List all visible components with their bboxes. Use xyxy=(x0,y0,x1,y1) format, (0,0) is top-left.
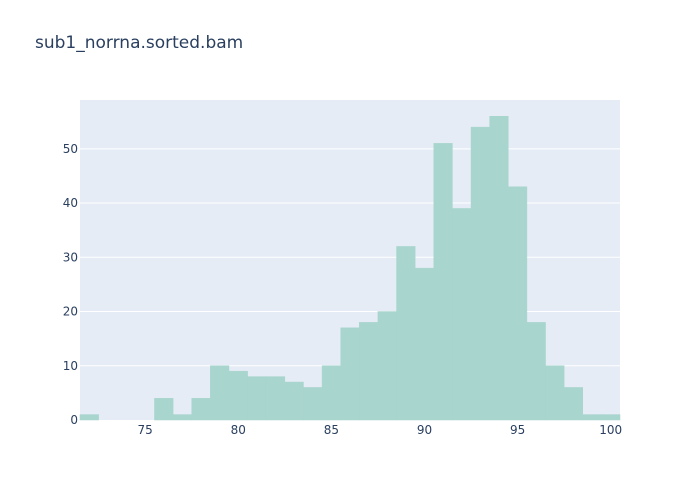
histogram-bar xyxy=(433,143,453,421)
histogram-bar xyxy=(210,365,230,421)
y-tick-label: 0 xyxy=(70,413,78,427)
histogram-bar xyxy=(377,311,397,421)
y-axis-ticks: 0 10 20 30 40 50 xyxy=(63,142,78,427)
histogram-bar xyxy=(172,414,192,421)
histogram-bar xyxy=(340,327,360,421)
y-tick-label: 10 xyxy=(63,359,78,373)
bar-series xyxy=(79,116,621,421)
histogram-bar xyxy=(414,267,435,421)
histogram-bar xyxy=(359,322,379,421)
histogram-bar xyxy=(526,322,546,421)
histogram-bar xyxy=(470,126,490,421)
y-tick-label: 50 xyxy=(63,142,78,156)
x-tick-label: 95 xyxy=(510,423,525,437)
histogram-bar xyxy=(79,414,99,421)
histogram-bar xyxy=(303,387,323,421)
y-tick-label: 30 xyxy=(63,250,78,264)
histogram-bar xyxy=(601,414,621,421)
x-tick-label: 100 xyxy=(599,423,622,437)
histogram-bar xyxy=(563,387,584,421)
y-tick-label: 20 xyxy=(63,305,78,319)
x-tick-label: 85 xyxy=(324,423,339,437)
histogram-bar xyxy=(191,398,211,421)
histogram-bar xyxy=(508,186,528,421)
x-tick-label: 90 xyxy=(417,423,432,437)
histogram-bar xyxy=(228,370,248,421)
histogram-bar xyxy=(247,376,267,421)
x-tick-label: 80 xyxy=(231,423,246,437)
histogram-bar xyxy=(489,116,509,421)
histogram-bar xyxy=(265,376,286,421)
histogram-bar xyxy=(284,381,304,421)
histogram-bar xyxy=(154,398,174,421)
histogram-bar xyxy=(321,365,341,421)
histogram-bar xyxy=(582,414,602,421)
x-tick-label: 75 xyxy=(138,423,153,437)
y-tick-label: 40 xyxy=(63,196,78,210)
histogram-bar xyxy=(396,246,416,421)
chart-title: sub1_norrna.sorted.bam xyxy=(35,33,244,53)
histogram-bar xyxy=(545,365,565,421)
histogram-bar xyxy=(452,208,472,421)
x-axis-ticks: 75 80 85 90 95 100 xyxy=(138,423,623,437)
